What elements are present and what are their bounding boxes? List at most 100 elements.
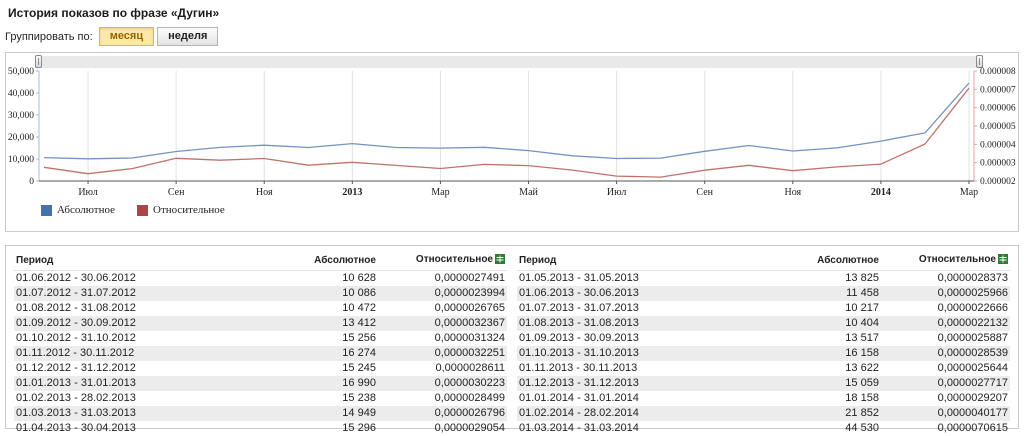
absolute-cell: 16 990 [342, 377, 376, 389]
relative-cell: 0,0000025887 [937, 332, 1008, 344]
relative-cell: 0,0000040177 [937, 407, 1008, 419]
period-cell: 01.02.2013 - 28.02.2013 [16, 392, 136, 404]
absolute-cell: 21 852 [845, 407, 879, 419]
relative-cell: 0,0000030223 [434, 377, 505, 389]
range-handle-right-icon[interactable] [976, 55, 983, 68]
table-row: 01.02.2013 - 28.02.2013 15 238 0,000002849… [14, 391, 507, 406]
history-chart: 50,000 40,000 30,000 20,000 10,000 0 0.000008 0… [8, 67, 1016, 198]
svg-text:0.000004: 0.000004 [980, 140, 1016, 150]
period-cell: 01.11.2013 - 30.11.2013 [519, 362, 638, 374]
period-cell: 01.08.2012 - 31.08.2012 [16, 302, 136, 314]
svg-text:40,000: 40,000 [8, 89, 34, 99]
table-header-row: Период Абсолютное Относительное [14, 251, 507, 271]
range-handle-left-icon[interactable] [35, 55, 42, 68]
relative-cell: 0,0000032251 [434, 347, 505, 359]
relative-cell: 0,0000026765 [434, 302, 505, 314]
svg-text:0.000002: 0.000002 [980, 177, 1016, 187]
table-row: 01.08.2013 - 31.08.2013 10 404 0,000002213… [517, 316, 1010, 331]
period-cell: 01.09.2013 - 30.09.2013 [519, 332, 639, 344]
relative-cell: 0,0000027491 [434, 272, 505, 284]
table-row: 01.04.2013 - 30.04.2013 15 296 0,000002905… [14, 421, 507, 436]
table-row: 01.09.2012 - 30.09.2012 13 412 0,000003236… [14, 316, 507, 331]
svg-text:Мар: Мар [960, 187, 978, 198]
relative-cell: 0,0000028611 [435, 362, 505, 374]
table-row: 01.03.2014 - 31.03.2014 44 530 0,000007061… [517, 421, 1010, 436]
absolute-cell: 15 296 [342, 422, 376, 434]
column-header-relative: Относительное [880, 251, 1010, 271]
periods-tables-panel: Период Абсолютное Относительное 01.06.20… [5, 245, 1019, 434]
groupby-week-button[interactable]: неделя [157, 27, 219, 46]
column-header-relative-label: Относительное [918, 254, 996, 265]
relative-cell: 0,0000023994 [434, 287, 505, 299]
column-header-absolute: Абсолютное [268, 251, 378, 271]
column-header-period: Период [14, 251, 269, 271]
table-row: 01.01.2013 - 31.01.2013 16 990 0,000003022… [14, 376, 507, 391]
period-cell: 01.07.2012 - 31.07.2012 [16, 287, 136, 299]
period-cell: 01.07.2013 - 31.07.2013 [519, 302, 639, 314]
period-table-right: Период Абсолютное Относительное 01.05.20… [517, 251, 1010, 436]
period-cell: 01.01.2013 - 31.01.2013 [16, 377, 136, 389]
table-row: 01.12.2012 - 31.12.2012 15 245 0,000002861… [14, 361, 507, 376]
period-cell: 01.08.2013 - 31.08.2013 [519, 317, 639, 329]
svg-text:Ноя: Ноя [784, 187, 801, 198]
relative-cell: 0,0000028539 [937, 347, 1008, 359]
absolute-cell: 15 245 [342, 362, 376, 374]
relative-cell: 0,0000022132 [937, 317, 1008, 329]
groupby-month-button[interactable]: месяц [98, 27, 155, 46]
relative-cell: 0,0000026796 [434, 407, 505, 419]
page-title: История показов по фразе «Дугин» [8, 6, 220, 20]
column-header-absolute: Абсолютное [771, 251, 881, 271]
table-row: 01.08.2012 - 31.08.2012 10 472 0,000002676… [14, 301, 507, 316]
table-row: 01.10.2013 - 31.10.2013 16 158 0,000002853… [517, 346, 1010, 361]
absolute-cell: 18 158 [845, 392, 879, 404]
chart-panel: 50,000 40,000 30,000 20,000 10,000 0 0.000008 0… [5, 52, 1019, 232]
chart-range-slider-track[interactable] [35, 56, 983, 68]
table-row: 01.06.2012 - 30.06.2012 10 628 0,000002749… [14, 271, 507, 287]
absolute-cell: 10 628 [342, 272, 376, 284]
relative-cell: 0,0000025644 [937, 362, 1008, 374]
relative-cell: 0,0000031324 [434, 332, 505, 344]
absolute-cell: 10 217 [845, 302, 879, 314]
period-cell: 01.03.2013 - 31.03.2013 [16, 407, 136, 419]
period-cell: 01.02.2014 - 28.02.2014 [519, 407, 639, 419]
absolute-cell: 13 825 [845, 272, 879, 284]
absolute-cell: 10 086 [342, 287, 376, 299]
legend-label-relative: Относительное [153, 204, 225, 216]
absolute-cell: 14 949 [342, 407, 376, 419]
table-row: 01.03.2013 - 31.03.2013 14 949 0,000002679… [14, 406, 507, 421]
svg-text:Ноя: Ноя [256, 187, 273, 198]
relative-cell: 0,0000028499 [434, 392, 505, 404]
period-cell: 01.09.2012 - 30.09.2012 [16, 317, 136, 329]
period-cell: 01.03.2014 - 31.03.2014 [519, 422, 639, 434]
svg-text:Сен: Сен [168, 187, 185, 198]
period-table-left: Период Абсолютное Относительное 01.06.20… [14, 251, 507, 436]
legend-item-relative: Относительное [137, 204, 225, 216]
excel-export-icon[interactable] [998, 254, 1008, 267]
absolute-cell: 13 517 [845, 332, 879, 344]
svg-text:0.000007: 0.000007 [980, 85, 1016, 95]
period-cell: 01.05.2013 - 31.05.2013 [519, 272, 639, 284]
absolute-series-swatch [41, 204, 52, 216]
chart-legend: Абсолютное Относительное [41, 204, 247, 216]
svg-text:10,000: 10,000 [8, 155, 34, 165]
svg-text:Сен: Сен [696, 187, 713, 198]
svg-text:20,000: 20,000 [8, 133, 34, 143]
absolute-cell: 44 530 [845, 422, 879, 434]
svg-text:0.000005: 0.000005 [980, 122, 1016, 132]
groupby-label: Группировать по: [5, 30, 93, 43]
legend-item-absolute: Абсолютное [41, 204, 115, 216]
relative-cell: 0,0000025966 [937, 287, 1008, 299]
absolute-cell: 16 274 [342, 347, 376, 359]
svg-text:Июл: Июл [78, 187, 97, 198]
period-cell: 01.12.2012 - 31.12.2012 [16, 362, 136, 374]
svg-text:50,000: 50,000 [8, 67, 34, 77]
table-row: 01.09.2013 - 30.09.2013 13 517 0,000002588… [517, 331, 1010, 346]
excel-export-icon[interactable] [495, 254, 505, 267]
svg-text:2014: 2014 [871, 187, 891, 198]
absolute-cell: 13 622 [845, 362, 879, 374]
absolute-cell: 11 458 [846, 287, 879, 299]
column-header-period: Период [517, 251, 772, 271]
table-row: 01.07.2012 - 31.07.2012 10 086 0,000002399… [14, 286, 507, 301]
svg-text:Май: Май [519, 187, 538, 198]
groupby-control: Группировать по: месяц неделя [0, 20, 1024, 52]
